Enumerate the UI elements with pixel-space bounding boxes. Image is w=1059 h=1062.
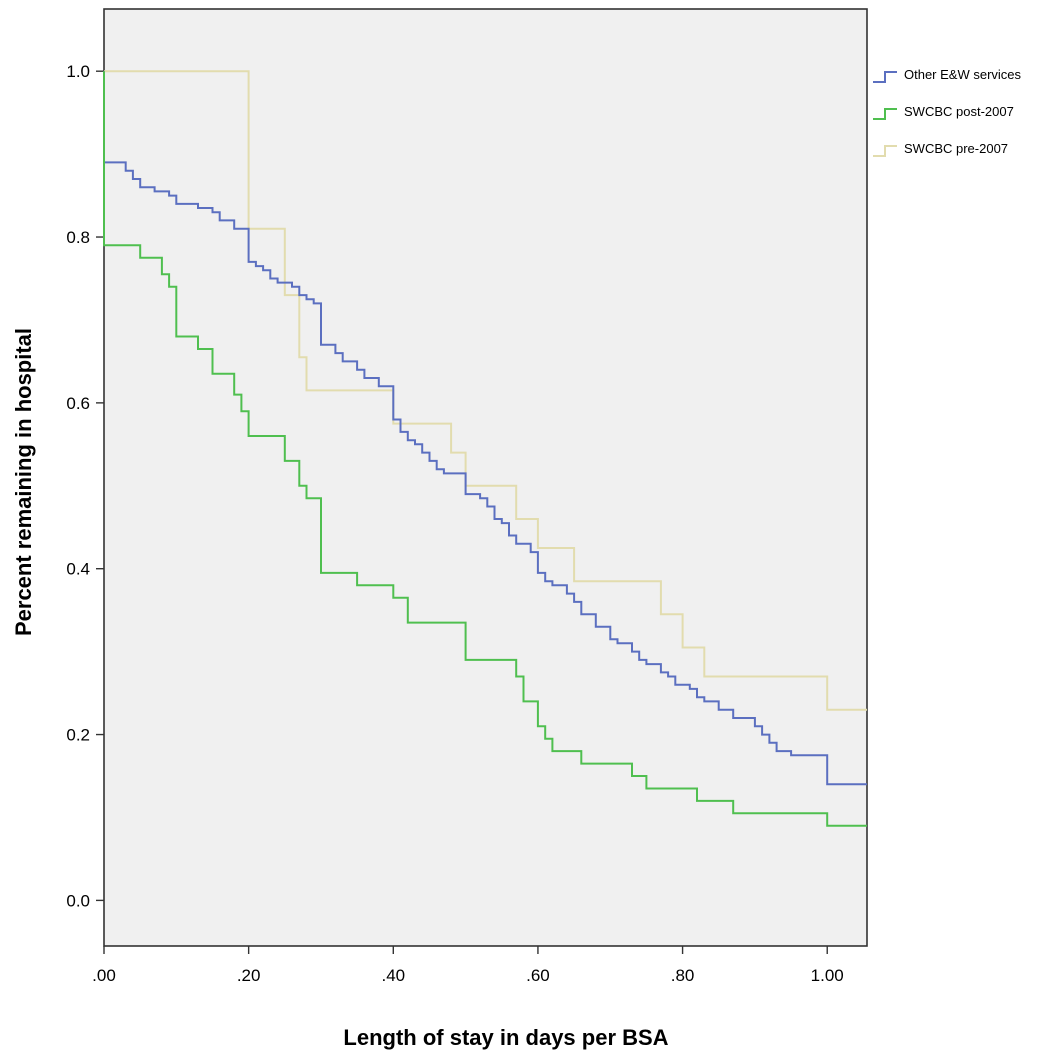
y-tick-label: 0.0 (66, 891, 90, 910)
y-tick-label: 0.4 (66, 560, 90, 579)
y-tick-label: 0.6 (66, 394, 90, 413)
y-axis-title: Percent remaining in hospital (11, 328, 36, 636)
x-axis-title: Length of stay in days per BSA (343, 1025, 668, 1050)
legend-swatch-swcbc-pre-2007 (873, 145, 897, 157)
series-line-swcbc-post-2007 (103, 71, 867, 827)
x-tick-label: .80 (671, 966, 695, 985)
series-line-other-e-w-services (103, 71, 867, 786)
plot-area (103, 8, 868, 947)
x-tick-label: .40 (381, 966, 405, 985)
series-line-swcbc-pre-2007 (104, 70, 867, 711)
y-tick-label: 1.0 (66, 62, 90, 81)
legend-label-other-e-w-services: Other E&W services (904, 67, 1022, 82)
y-tick-label: 0.2 (66, 726, 90, 745)
x-tick-label: .20 (237, 966, 261, 985)
legend-label-swcbc-post-2007: SWCBC post-2007 (904, 104, 1014, 119)
legend-swatch-other-e-w-services (873, 71, 897, 83)
x-tick-label: .00 (92, 966, 116, 985)
x-tick-label: .60 (526, 966, 550, 985)
y-tick-label: 0.8 (66, 228, 90, 247)
x-tick-label: 1.00 (811, 966, 844, 985)
legend-swatch-swcbc-post-2007 (873, 108, 897, 120)
legend-label-swcbc-pre-2007: SWCBC pre-2007 (904, 141, 1008, 156)
